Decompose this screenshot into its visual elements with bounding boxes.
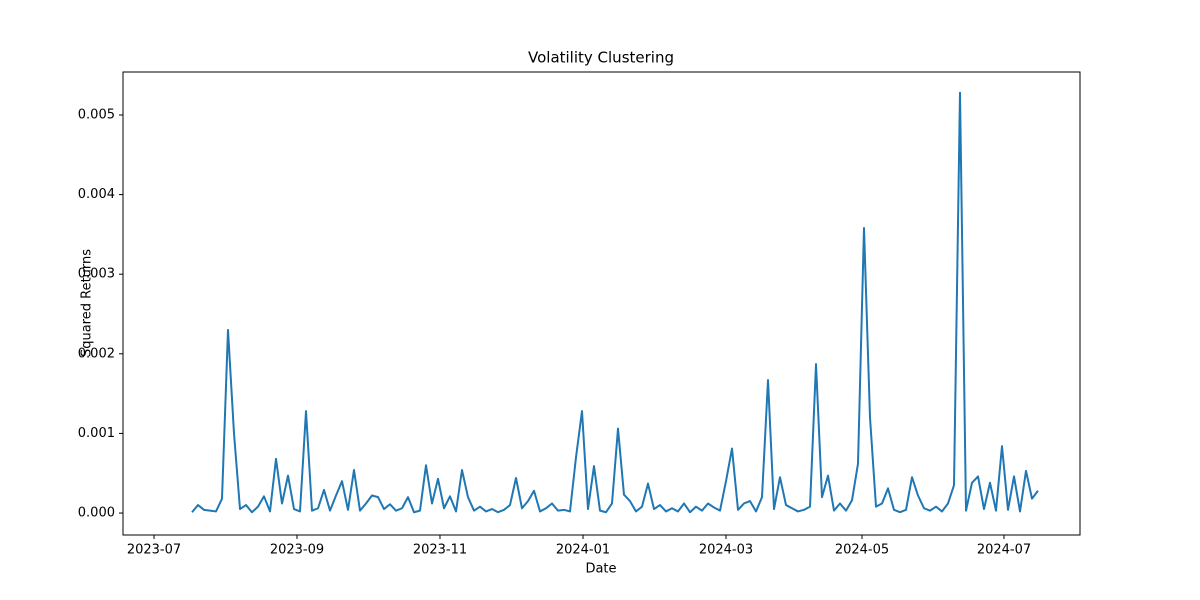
data-line xyxy=(191,91,1039,514)
x-tick-label: 2023-09 xyxy=(270,543,324,558)
x-tick-label: 2023-11 xyxy=(413,543,467,558)
y-tick-label: 0.004 xyxy=(78,187,115,202)
x-tick-label: 2024-03 xyxy=(699,543,753,558)
y-tick-label: 0.003 xyxy=(78,267,115,282)
x-tick-label: 2024-01 xyxy=(556,543,610,558)
chart-title: Volatility Clustering xyxy=(528,49,674,67)
x-axis-label: Date xyxy=(585,562,616,577)
x-tick-label: 2023-07 xyxy=(127,543,181,558)
plot-frame xyxy=(122,71,1081,536)
y-axis-label: Squared Returns xyxy=(80,249,95,357)
y-tick-label: 0.001 xyxy=(78,426,115,441)
y-tick-label: 0.002 xyxy=(78,346,115,361)
y-tick-label: 0.000 xyxy=(78,506,115,521)
x-tick-label: 2024-07 xyxy=(977,543,1031,558)
x-tick-label: 2024-05 xyxy=(835,543,889,558)
y-tick-label: 0.005 xyxy=(78,107,115,122)
